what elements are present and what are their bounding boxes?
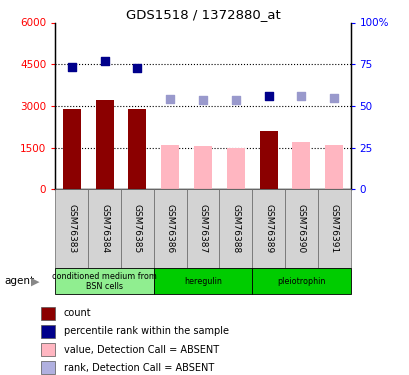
Bar — [63, 109, 81, 189]
Text: GSM76383: GSM76383 — [67, 204, 76, 254]
Bar — [317, 189, 350, 268]
Bar — [186, 189, 219, 268]
Bar — [284, 189, 317, 268]
Title: GDS1518 / 1372880_at: GDS1518 / 1372880_at — [125, 8, 280, 21]
Point — [134, 65, 140, 71]
Point — [101, 58, 108, 64]
Text: percentile rank within the sample: percentile rank within the sample — [63, 327, 228, 336]
Text: GSM76385: GSM76385 — [133, 204, 142, 254]
Bar — [41, 325, 55, 338]
Bar — [193, 146, 211, 189]
Bar — [226, 148, 244, 189]
Text: ▶: ▶ — [31, 276, 39, 286]
Text: count: count — [63, 309, 91, 318]
Text: agent: agent — [4, 276, 34, 286]
Bar — [219, 189, 252, 268]
Bar — [121, 189, 153, 268]
Text: GSM76387: GSM76387 — [198, 204, 207, 254]
Point — [297, 93, 304, 99]
Bar — [41, 307, 55, 320]
Bar — [324, 145, 342, 189]
Bar — [153, 189, 186, 268]
Bar — [41, 361, 55, 374]
Bar — [95, 100, 113, 189]
Text: GSM76384: GSM76384 — [100, 204, 109, 254]
Text: heregulin: heregulin — [184, 277, 221, 286]
Text: GSM76390: GSM76390 — [296, 204, 305, 254]
Text: GSM76391: GSM76391 — [329, 204, 338, 254]
Bar — [88, 189, 121, 268]
Point — [68, 64, 75, 70]
Text: value, Detection Call = ABSENT: value, Detection Call = ABSENT — [63, 345, 218, 354]
Bar — [55, 189, 88, 268]
Bar — [153, 268, 252, 294]
Text: conditioned medium from
BSN cells: conditioned medium from BSN cells — [52, 272, 157, 291]
Bar — [292, 142, 310, 189]
Bar — [128, 109, 146, 189]
Point — [265, 93, 271, 99]
Point — [232, 98, 238, 104]
Bar — [252, 268, 350, 294]
Bar — [55, 268, 153, 294]
Text: pleiotrophin: pleiotrophin — [276, 277, 325, 286]
Text: GSM76388: GSM76388 — [231, 204, 240, 254]
Point — [330, 94, 337, 100]
Text: GSM76386: GSM76386 — [165, 204, 174, 254]
Text: GSM76389: GSM76389 — [263, 204, 272, 254]
Bar — [41, 343, 55, 356]
Point — [199, 98, 206, 104]
Bar — [259, 131, 277, 189]
Bar — [252, 189, 284, 268]
Text: rank, Detection Call = ABSENT: rank, Detection Call = ABSENT — [63, 363, 213, 372]
Bar — [161, 145, 179, 189]
Point — [166, 96, 173, 102]
